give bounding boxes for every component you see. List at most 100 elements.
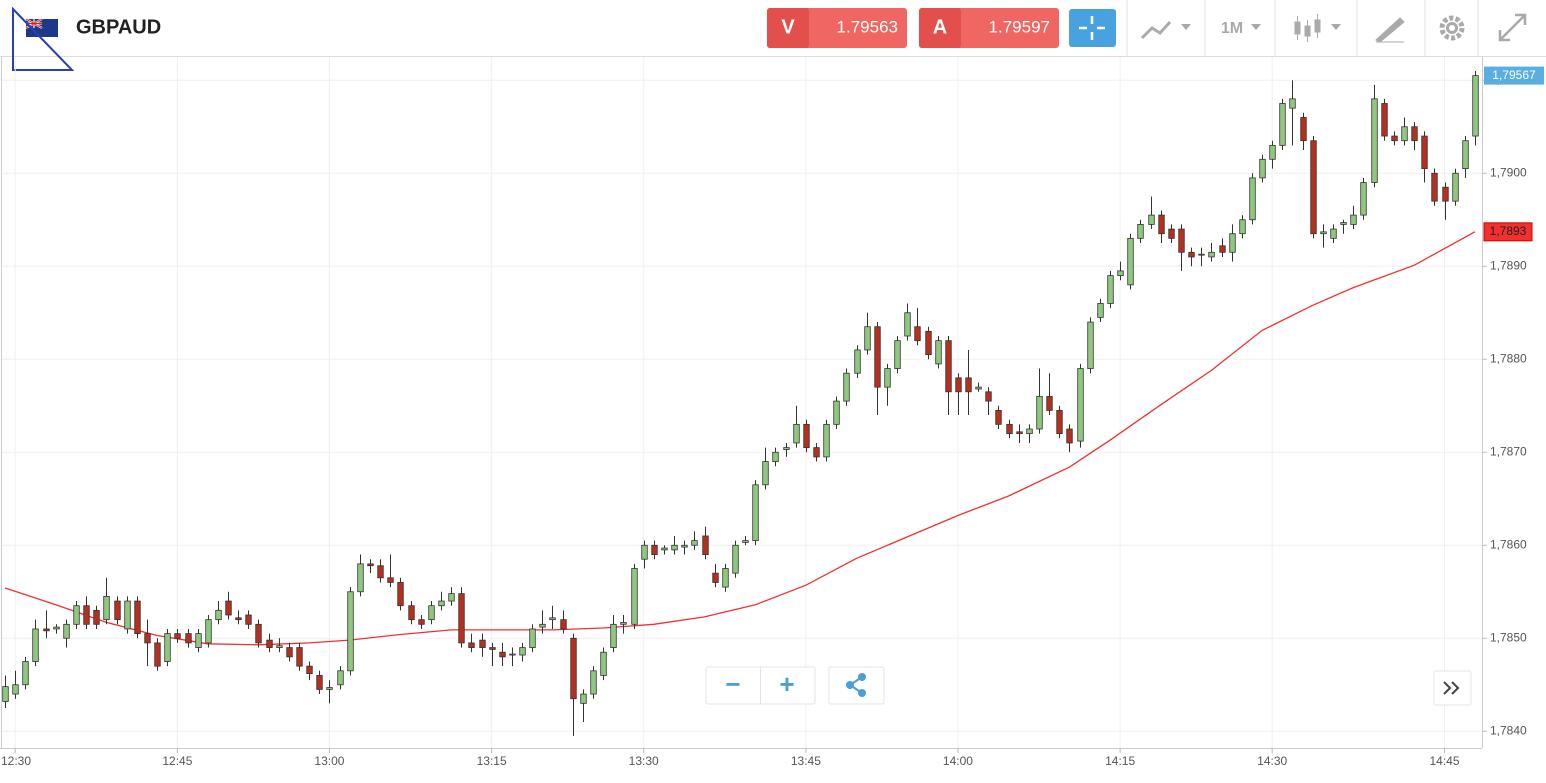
candle-body (651, 544, 658, 555)
candle-body (1259, 158, 1266, 179)
candle-body (479, 639, 486, 648)
candle-style-button[interactable] (1294, 14, 1341, 42)
candle-body (914, 326, 921, 342)
fullscreen-button[interactable] (1498, 13, 1527, 42)
candle-body (752, 484, 759, 542)
candle-body (1036, 396, 1043, 430)
candle-body (671, 544, 678, 551)
candle-body (681, 544, 688, 548)
candle-body (1208, 251, 1215, 258)
candle-body (1421, 135, 1428, 170)
candle-body (1289, 98, 1296, 109)
candle-body (904, 312, 911, 337)
x-tick-label: 12:30 (1, 754, 31, 768)
candle-body (438, 600, 445, 607)
y-tick-label: 1,7890 (1490, 258, 1527, 272)
y-tick-label: 1,7880 (1490, 351, 1527, 365)
candle-body (661, 547, 668, 551)
chart-type-button[interactable] (1140, 20, 1191, 40)
candle-body (489, 647, 496, 650)
candle-body (1077, 368, 1084, 442)
toolbar-separators (1126, 0, 1479, 56)
candle-body (1411, 126, 1418, 142)
candle-body (1391, 135, 1398, 142)
candle-body (1056, 410, 1063, 435)
candle-body (783, 447, 790, 450)
candle-body (549, 617, 556, 621)
y-tick-label: 1,7900 (1490, 165, 1527, 179)
candle-body (12, 684, 19, 695)
candle-body (1178, 228, 1185, 253)
drawing-tools-button[interactable] (1375, 17, 1405, 43)
candle-body (722, 568, 729, 588)
zoom-in-button[interactable]: + (779, 669, 794, 699)
moving-average (4, 231, 1476, 646)
candle-body (387, 577, 394, 583)
candle-body (266, 639, 273, 648)
buy-button[interactable]: A 1.79597 (919, 8, 1059, 48)
candle-body (408, 605, 415, 621)
candle-body (144, 633, 151, 644)
candle-body (1320, 231, 1327, 235)
candle-body (732, 544, 739, 574)
candle-body (286, 647, 293, 658)
candle-body (103, 596, 110, 621)
candle-body (864, 326, 871, 351)
share-button[interactable] (828, 666, 885, 705)
candle-body (975, 386, 982, 390)
candle-body (519, 647, 526, 656)
candle-body (124, 600, 131, 630)
settings-button[interactable] (1439, 15, 1465, 41)
candle-body (1360, 182, 1367, 216)
candle-body (134, 600, 141, 635)
scroll-right-button[interactable] (1433, 670, 1472, 706)
candle-body (894, 340, 901, 369)
candle-body (296, 647, 303, 667)
candle-body (1442, 186, 1449, 202)
candle-body (600, 651, 607, 676)
sell-button[interactable]: V 1.79563 (767, 8, 907, 48)
candle-body (854, 349, 861, 374)
candle-body (935, 340, 942, 365)
candle-body (925, 330, 932, 356)
candle-body (1117, 270, 1124, 276)
candle-body (1097, 303, 1104, 318)
candle-body (772, 451, 779, 462)
candle-body (1350, 214, 1357, 225)
timeframe-button[interactable]: 1M (1221, 20, 1261, 37)
flag-icon (25, 18, 58, 37)
y-tick-label: 1,7870 (1490, 444, 1527, 458)
crosshair-button[interactable] (1069, 9, 1116, 47)
sell-price: 1.79563 (837, 17, 898, 36)
candle-body (1401, 126, 1408, 142)
candle-body (174, 633, 181, 639)
candle-body (1026, 428, 1033, 435)
ma-tag (1483, 222, 1533, 242)
candle-body (955, 377, 962, 393)
candle-body (1198, 253, 1205, 256)
x-tick-label: 14:30 (1257, 754, 1287, 768)
candle-body (377, 565, 384, 579)
candle-body (32, 628, 39, 662)
candle-body (1462, 140, 1469, 170)
candle-body (1269, 144, 1276, 160)
zoom-out-button[interactable]: − (725, 669, 740, 699)
candle-body (1472, 75, 1479, 137)
candle-body (1452, 172, 1459, 202)
candle-body (1137, 224, 1144, 239)
candle-body (326, 687, 333, 690)
last-price-tag (1484, 66, 1544, 85)
buy-price: 1.79597 (989, 17, 1050, 36)
candle-body (1188, 251, 1195, 258)
candle-body (1087, 321, 1094, 369)
candle-body (1300, 117, 1307, 142)
y-tick-label: 1,7850 (1490, 630, 1527, 644)
candle-body (620, 622, 627, 625)
candle-body (803, 423, 810, 449)
candle-body (185, 633, 192, 644)
candle-body (337, 670, 344, 686)
selection-marker (12, 6, 75, 71)
candle-body (357, 563, 364, 593)
candle-body (316, 675, 323, 690)
